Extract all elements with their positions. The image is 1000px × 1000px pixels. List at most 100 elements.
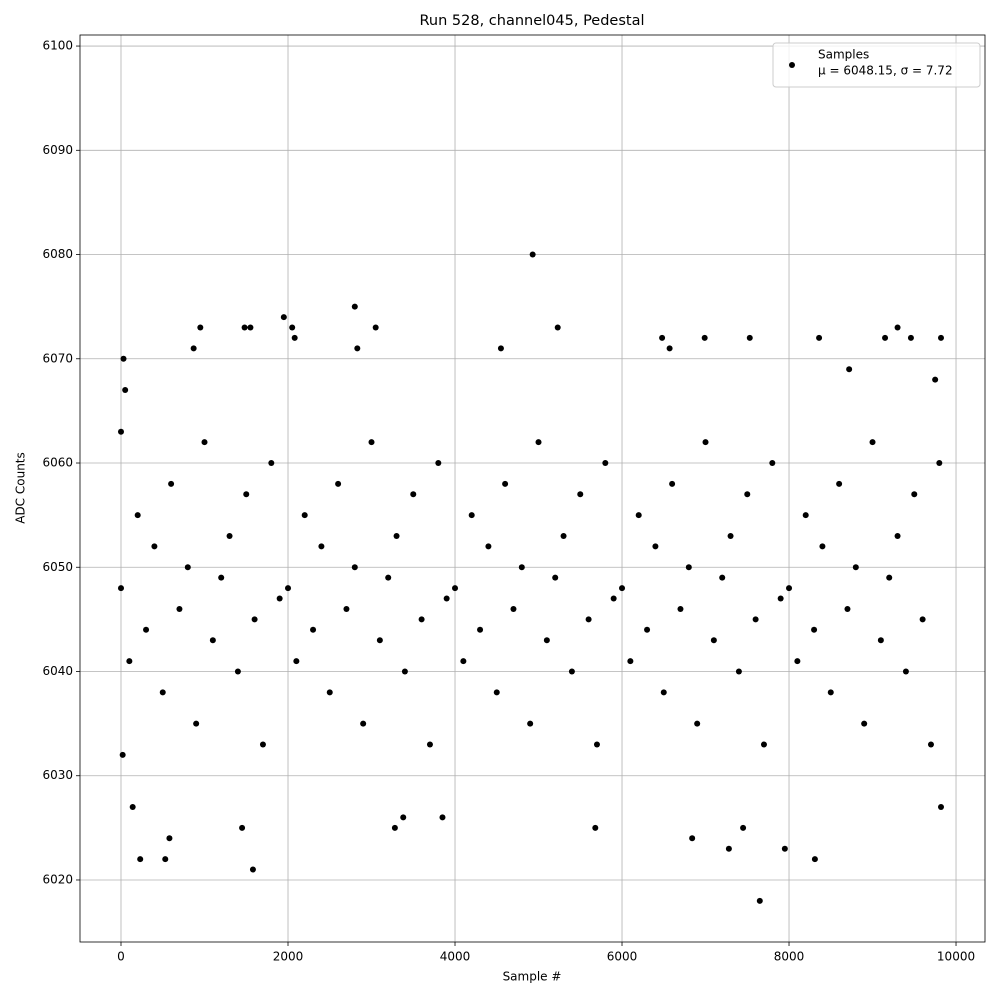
point	[502, 480, 509, 487]
y-tick-label: 6040	[42, 664, 73, 678]
point	[677, 605, 684, 612]
point	[710, 637, 717, 644]
point	[401, 668, 408, 675]
point	[735, 668, 742, 675]
point	[354, 345, 361, 352]
point	[911, 491, 918, 498]
point	[644, 626, 651, 633]
legend-marker	[789, 62, 795, 68]
point	[351, 564, 358, 571]
point	[936, 460, 943, 467]
point	[543, 637, 550, 644]
point	[439, 814, 446, 821]
point	[919, 616, 926, 623]
point	[410, 491, 417, 498]
point	[727, 532, 734, 539]
point	[660, 689, 667, 696]
point	[293, 658, 300, 665]
point	[249, 866, 256, 873]
point	[385, 574, 392, 581]
point	[426, 741, 433, 748]
point	[844, 605, 851, 612]
y-tick-label: 6080	[42, 247, 73, 261]
point	[719, 574, 726, 581]
point	[360, 720, 367, 727]
point	[819, 543, 826, 550]
point	[602, 460, 609, 467]
point	[827, 689, 834, 696]
point	[894, 324, 901, 331]
point	[627, 658, 634, 665]
point	[746, 334, 753, 341]
legend-box	[772, 42, 981, 88]
point	[301, 512, 308, 519]
grid	[80, 35, 985, 942]
point	[226, 532, 233, 539]
point	[190, 345, 197, 352]
y-axis-label: ADC Counts	[14, 452, 28, 524]
point	[669, 480, 676, 487]
point	[852, 564, 859, 571]
point	[166, 835, 173, 842]
point	[882, 334, 889, 341]
point	[689, 835, 696, 842]
point	[877, 637, 884, 644]
y-tick-label: 6020	[42, 872, 73, 886]
point	[393, 532, 400, 539]
point	[241, 324, 248, 331]
point	[372, 324, 379, 331]
point	[937, 804, 944, 811]
point	[318, 543, 325, 550]
point	[932, 376, 939, 383]
point	[769, 460, 776, 467]
point	[285, 585, 292, 592]
point	[927, 741, 934, 748]
point	[846, 366, 853, 373]
point	[159, 689, 166, 696]
x-tick-label: 6000	[607, 950, 638, 964]
y-tick-label: 6100	[42, 39, 73, 53]
point	[610, 595, 617, 602]
point	[477, 626, 484, 633]
x-axis-label: Sample #	[503, 970, 562, 984]
point	[685, 564, 692, 571]
point	[811, 856, 818, 863]
point	[343, 605, 350, 612]
point	[518, 564, 525, 571]
y-tick-label: 6030	[42, 768, 73, 782]
point	[122, 387, 129, 394]
point	[535, 439, 542, 446]
legend-note: μ = 6048.15, σ = 7.72	[818, 64, 953, 78]
point	[816, 334, 823, 341]
point	[435, 460, 442, 467]
point	[291, 334, 298, 341]
point	[117, 428, 124, 435]
point	[276, 595, 283, 602]
x-tick-label: 2000	[273, 950, 304, 964]
point	[310, 626, 317, 633]
point	[485, 543, 492, 550]
point	[592, 824, 599, 831]
point	[777, 595, 784, 602]
x-tick-label: 4000	[440, 950, 471, 964]
point	[585, 616, 592, 623]
point	[752, 616, 759, 623]
point	[243, 491, 250, 498]
point	[119, 751, 126, 758]
point	[460, 658, 467, 665]
point	[218, 574, 225, 581]
point	[836, 480, 843, 487]
point	[568, 668, 575, 675]
point	[120, 355, 127, 362]
chart-title: Run 528, channel045, Pedestal	[419, 13, 644, 29]
point	[652, 543, 659, 550]
point	[351, 303, 358, 310]
point	[326, 689, 333, 696]
point	[251, 616, 258, 623]
plot-frame	[79, 34, 986, 943]
point	[497, 345, 504, 352]
point	[418, 616, 425, 623]
point	[894, 532, 901, 539]
point	[902, 668, 909, 675]
